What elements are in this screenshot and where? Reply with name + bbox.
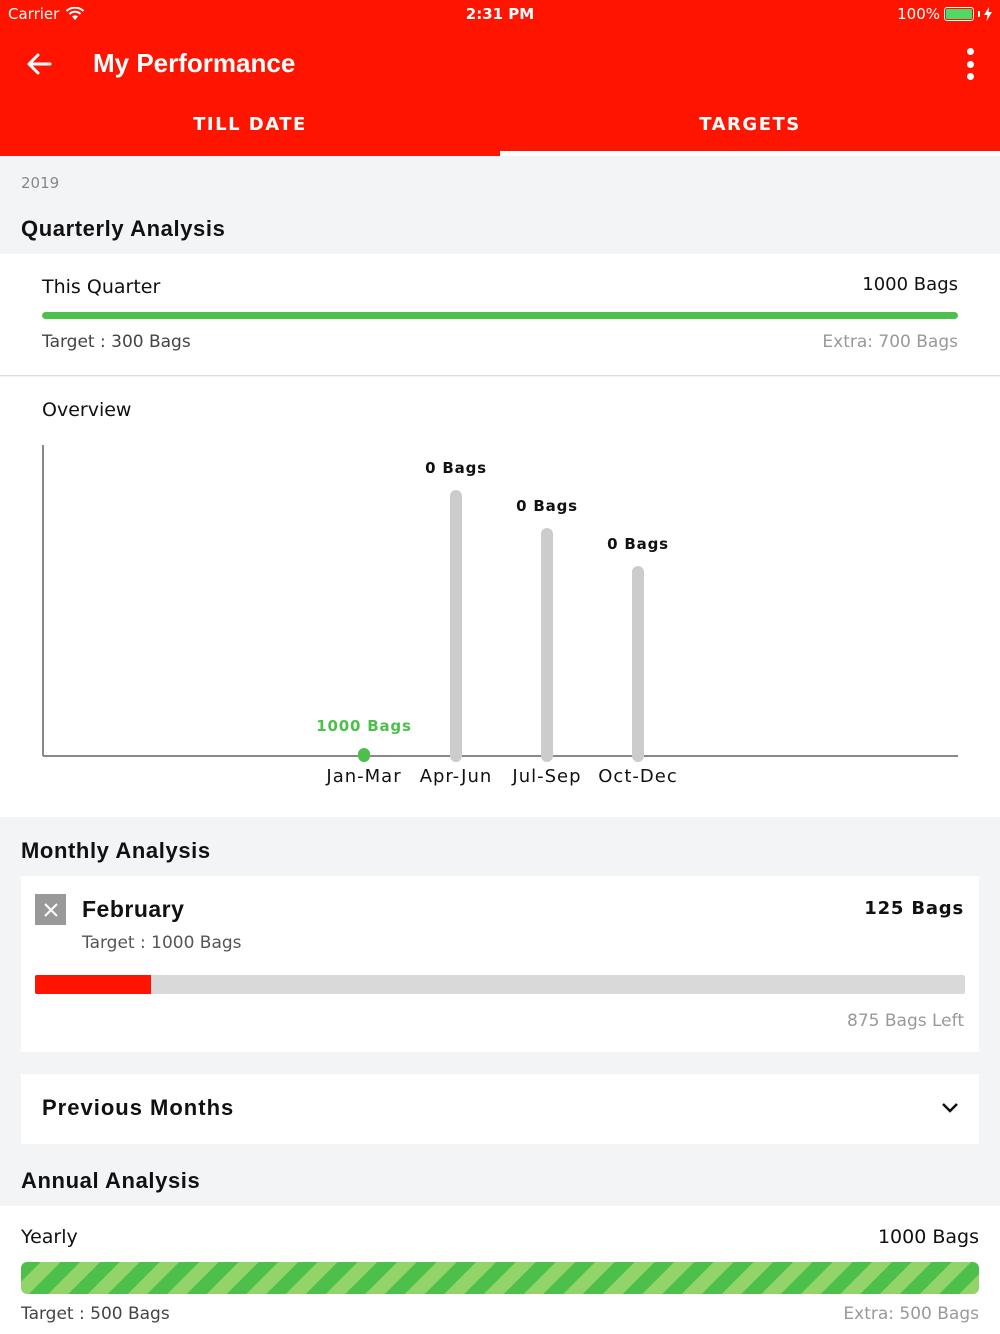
this-quarter-label: This Quarter xyxy=(42,276,161,298)
overview-card: Overview 1000 Bags Jan-Mar 0 Bags Apr-Jun 0 … xyxy=(0,377,1000,817)
yearly-extra: Extra: 500 Bags xyxy=(843,1304,979,1324)
page-title: My Performance xyxy=(93,48,296,78)
chart-tick-label: Jan-Mar xyxy=(325,766,401,787)
this-quarter-extra: Extra: 700 Bags xyxy=(822,332,958,352)
carrier-label: Carrier xyxy=(8,5,60,23)
tab-bar: TILL DATE TARGETS xyxy=(0,100,1000,156)
month-target: Target : 1000 Bags xyxy=(82,933,242,953)
status-time: 2:31 PM xyxy=(465,5,535,23)
quarterly-analysis-title: Quarterly Analysis xyxy=(21,216,226,241)
more-options-button[interactable] xyxy=(958,44,982,84)
back-button[interactable] xyxy=(22,46,58,82)
yearly-target: Target : 500 Bags xyxy=(21,1304,170,1324)
app-bar: My Performance xyxy=(0,28,1000,100)
chart-tick-label: Apr-Jun xyxy=(420,766,493,787)
yearly-progress xyxy=(21,1262,979,1294)
monthly-analysis-title: Monthly Analysis xyxy=(21,838,211,863)
chart-data-label: 0 Bags xyxy=(607,535,669,553)
month-name: February xyxy=(82,896,185,922)
annual-analysis-title: Annual Analysis xyxy=(21,1168,201,1193)
month-left: 875 Bags Left xyxy=(847,1011,964,1031)
this-quarter-target: Target : 300 Bags xyxy=(42,332,191,352)
previous-months-row[interactable]: Previous Months xyxy=(21,1074,979,1144)
this-quarter-progress-fill xyxy=(42,312,958,319)
tab-till-date[interactable]: TILL DATE xyxy=(193,114,307,135)
current-month-card: February 125 Bags Target : 1000 Bags 875… xyxy=(21,876,979,1052)
month-value: 125 Bags xyxy=(864,898,964,919)
this-quarter-progress xyxy=(42,312,958,319)
close-month-button[interactable] xyxy=(35,894,66,925)
previous-months-label: Previous Months xyxy=(42,1095,235,1120)
wifi-icon xyxy=(66,7,85,20)
month-progress-fill xyxy=(35,975,152,994)
overview-chart: 1000 Bags Jan-Mar 0 Bags Apr-Jun 0 Bags Jul-S… xyxy=(42,445,958,787)
carrier-info: Carrier xyxy=(8,5,85,23)
chart-tick-label: Jul-Sep xyxy=(511,766,581,787)
chart-tick-label: Oct-Dec xyxy=(598,766,677,787)
overview-title: Overview xyxy=(42,399,132,421)
chart-data-label: 0 Bags xyxy=(516,497,578,515)
chart-data-label: 0 Bags xyxy=(425,459,487,477)
month-progress xyxy=(35,975,965,994)
yearly-value: 1000 Bags xyxy=(877,1226,979,1248)
charging-icon xyxy=(984,7,992,21)
close-icon xyxy=(43,902,58,917)
more-vertical-icon xyxy=(966,48,974,55)
yearly-card: Yearly 1000 Bags Target : 500 Bags Extra… xyxy=(0,1206,1000,1334)
yearly-progress-fill xyxy=(21,1262,979,1294)
this-quarter-value: 1000 Bags xyxy=(862,274,958,295)
chart-data-label: 1000 Bags xyxy=(316,717,411,735)
year-label: 2019 xyxy=(21,174,60,192)
battery-icon xyxy=(944,7,974,21)
status-bar: Carrier 2:31 PM 100% xyxy=(0,0,1000,28)
tab-targets[interactable]: TARGETS xyxy=(500,100,1000,156)
this-quarter-card: This Quarter 1000 Bags Target : 300 Bags… xyxy=(0,254,1000,376)
battery-status: 100% xyxy=(897,5,992,23)
yearly-label: Yearly xyxy=(21,1226,78,1248)
arrow-left-icon xyxy=(27,53,52,75)
battery-percent: 100% xyxy=(897,5,940,23)
chevron-down-icon xyxy=(942,1103,958,1113)
